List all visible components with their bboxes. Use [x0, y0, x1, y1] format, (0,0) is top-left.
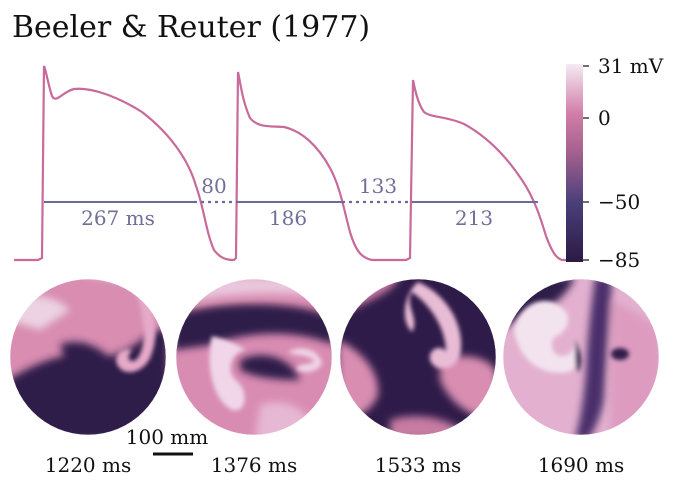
voltage-map-snapshot-2 — [176, 279, 332, 435]
di-label-1: 80 — [201, 174, 226, 198]
colorbar-tick-label: −85 — [598, 248, 640, 272]
colorbar-tick-label: 0 — [598, 106, 611, 130]
colorbar-max-label: 31 mV — [598, 54, 664, 78]
voltage-map-snapshot-4 — [503, 279, 659, 435]
colorbar-tick-label: −50 — [598, 190, 640, 214]
snapshot-2-outline — [175, 278, 333, 436]
voltage-map-snapshot-1 — [10, 279, 166, 435]
scalebar-label: 100 mm — [126, 425, 208, 449]
snapshot-4-outline — [502, 278, 660, 436]
snapshot-time-2: 1376 ms — [211, 453, 297, 477]
snapshot-time-1: 1220 ms — [45, 453, 131, 477]
voltage-map-snapshot-3 — [340, 279, 496, 435]
figure-title: Beeler & Reuter (1977) — [12, 10, 371, 45]
snapshot-3-outline — [339, 278, 497, 436]
apd-label-3: 213 — [455, 206, 493, 230]
snapshot-time-3: 1533 ms — [375, 453, 461, 477]
snapshot-1-outline — [9, 278, 167, 436]
di-label-2: 133 — [359, 174, 397, 198]
apd-label-1: 267 ms — [81, 206, 155, 230]
colorbar — [566, 64, 583, 262]
action-potential-trace — [14, 65, 567, 262]
apd-label-2: 186 — [269, 206, 307, 230]
snapshot-time-4: 1690 ms — [538, 453, 624, 477]
